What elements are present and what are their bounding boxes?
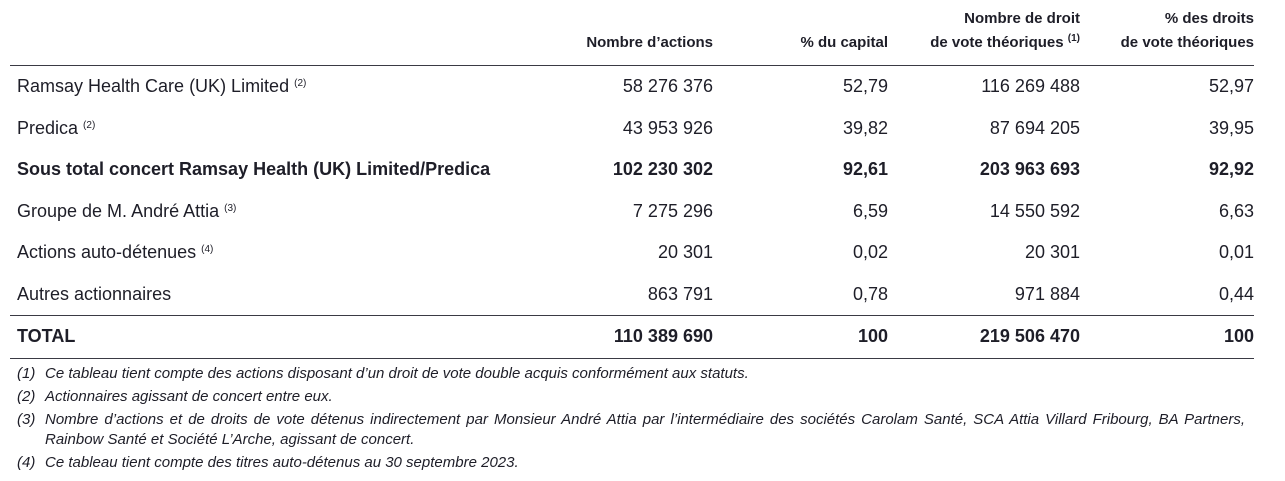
footnote: (1) Ce tableau tient compte des actions … bbox=[17, 364, 1245, 384]
row-label: Sous total concert Ramsay Health (UK) Li… bbox=[17, 159, 491, 180]
cell-votes: 87 694 205 bbox=[989, 117, 1080, 138]
cell-capital: 52,79 bbox=[842, 76, 888, 97]
total-capital: 100 bbox=[713, 315, 888, 359]
cell-capital: 0,02 bbox=[852, 242, 888, 263]
total-shares: 110 389 690 bbox=[540, 315, 713, 359]
cell-shares: 43 953 926 bbox=[622, 117, 713, 138]
cell-votes-pct: 92,92 bbox=[1208, 159, 1254, 180]
footnotes: (1) Ce tableau tient compte des actions … bbox=[17, 364, 1245, 476]
cell-votes-pct: 0,01 bbox=[1218, 242, 1254, 263]
cell-capital: 6,59 bbox=[852, 200, 888, 221]
table-row: Predica (2) 43 953 926 39,82 87 694 205 … bbox=[10, 108, 1254, 150]
cell-capital: 39,82 bbox=[842, 117, 888, 138]
cell-shares: 863 791 bbox=[647, 283, 713, 304]
footnote-number: (2) bbox=[17, 388, 36, 405]
cell-votes: 116 269 488 bbox=[981, 76, 1080, 97]
row-label: Ramsay Health Care (UK) Limited (2) bbox=[17, 76, 307, 97]
total-label: TOTAL bbox=[10, 315, 540, 359]
footnote-ref: (2) bbox=[83, 119, 96, 131]
row-label: Groupe de M. André Attia (3) bbox=[17, 200, 237, 221]
table-row: Autres actionnaires 863 791 0,78 971 884… bbox=[10, 274, 1254, 316]
header-label-empty bbox=[10, 0, 540, 66]
cell-votes: 971 884 bbox=[1014, 283, 1080, 304]
cell-capital: 0,78 bbox=[852, 283, 888, 304]
header-votes: Nombre de droit de vote théoriques (1) bbox=[888, 0, 1080, 66]
total-row: TOTAL 110 389 690 100 219 506 470 100 bbox=[10, 315, 1254, 359]
cell-capital: 92,61 bbox=[842, 159, 888, 180]
footnote-text: Ce tableau tient compte des titres auto-… bbox=[45, 454, 519, 471]
cell-shares: 102 230 302 bbox=[612, 159, 713, 180]
footnote-text: Nombre d’actions et de droits de vote dé… bbox=[45, 411, 1245, 448]
cell-votes-pct: 0,44 bbox=[1218, 283, 1254, 304]
header-capital: % du capital bbox=[713, 0, 888, 66]
footnote-ref: (1) bbox=[1067, 33, 1080, 44]
header-votes-line1: Nombre de droit bbox=[964, 10, 1080, 27]
footnote-ref: (3) bbox=[224, 202, 237, 214]
total-votes: 219 506 470 bbox=[888, 315, 1080, 359]
cell-votes: 203 963 693 bbox=[979, 159, 1080, 180]
footnote-ref: (4) bbox=[201, 244, 214, 256]
cell-shares: 58 276 376 bbox=[622, 76, 713, 97]
cell-shares: 7 275 296 bbox=[632, 200, 713, 221]
footnote-number: (4) bbox=[17, 454, 36, 471]
row-label: Autres actionnaires bbox=[17, 283, 172, 304]
cell-shares: 20 301 bbox=[657, 242, 713, 263]
footnote-number: (3) bbox=[17, 411, 36, 428]
footnote-ref: (2) bbox=[294, 78, 307, 90]
header-shares-line2: Nombre d’actions bbox=[586, 34, 713, 51]
footnote: (2) Actionnaires agissant de concert ent… bbox=[17, 387, 1245, 407]
header-votes-pct: % des droits de vote théoriques bbox=[1080, 0, 1254, 66]
header-capital-line2: % du capital bbox=[800, 34, 888, 51]
table-row: Ramsay Health Care (UK) Limited (2) 58 2… bbox=[10, 66, 1254, 108]
row-label: Predica (2) bbox=[17, 117, 96, 138]
cell-votes: 14 550 592 bbox=[989, 200, 1080, 221]
cell-votes-pct: 6,63 bbox=[1218, 200, 1254, 221]
table-body: Ramsay Health Care (UK) Limited (2) 58 2… bbox=[10, 66, 1254, 359]
table-row: Actions auto-détenues (4) 20 301 0,02 20… bbox=[10, 232, 1254, 274]
table-header: Nombre d’actions % du capital Nombre de … bbox=[10, 0, 1254, 66]
header-votes-line2: de vote théoriques (1) bbox=[930, 33, 1080, 52]
footnote-text: Actionnaires agissant de concert entre e… bbox=[45, 388, 333, 405]
header-shares: Nombre d’actions bbox=[540, 0, 713, 66]
footnote-number: (1) bbox=[17, 365, 36, 382]
row-label: Actions auto-détenues (4) bbox=[17, 242, 214, 263]
header-votes-pct-line1: % des droits bbox=[1164, 10, 1254, 27]
subtotal-row: Sous total concert Ramsay Health (UK) Li… bbox=[10, 149, 1254, 191]
footnote-text: Ce tableau tient compte des actions disp… bbox=[45, 365, 749, 382]
cell-votes-pct: 52,97 bbox=[1208, 76, 1254, 97]
header-votes-pct-line2: de vote théoriques bbox=[1120, 34, 1254, 51]
footnote: (3) Nombre d’actions et de droits de vot… bbox=[17, 410, 1245, 450]
table-row: Groupe de M. André Attia (3) 7 275 296 6… bbox=[10, 191, 1254, 233]
cell-votes: 20 301 bbox=[1024, 242, 1080, 263]
header-row: Nombre d’actions % du capital Nombre de … bbox=[10, 0, 1254, 66]
footnote: (4) Ce tableau tient compte des titres a… bbox=[17, 453, 1245, 473]
shareholder-table: Nombre d’actions % du capital Nombre de … bbox=[10, 0, 1254, 359]
total-votes-pct: 100 bbox=[1080, 315, 1254, 359]
cell-votes-pct: 39,95 bbox=[1208, 117, 1254, 138]
